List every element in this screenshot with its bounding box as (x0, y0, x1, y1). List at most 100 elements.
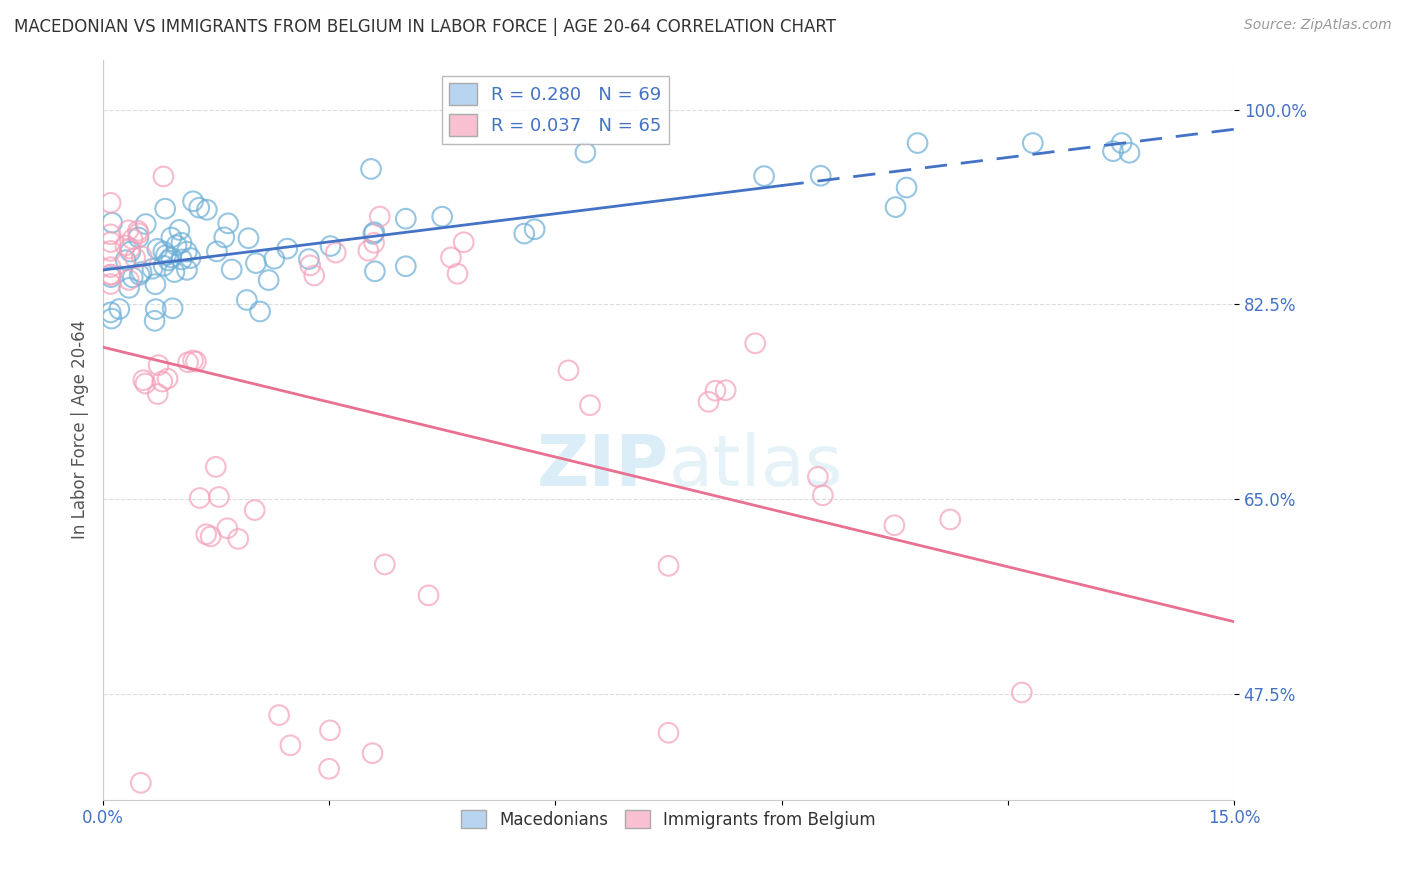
Point (360, 161, 382, 176)
Point (280, 739, 302, 753)
Point (939, 512, 962, 526)
Point (1102, 144, 1125, 158)
Point (118, 242, 141, 256)
Text: ZIP: ZIP (536, 432, 668, 501)
Point (440, 251, 463, 265)
Point (169, 223, 191, 237)
Point (214, 230, 236, 244)
Point (117, 223, 139, 237)
Point (152, 169, 174, 184)
Point (114, 238, 136, 252)
Point (325, 245, 347, 260)
Point (120, 244, 142, 259)
Point (184, 354, 207, 368)
Point (217, 521, 239, 535)
Point (574, 145, 596, 160)
Point (319, 239, 342, 253)
Point (302, 268, 325, 283)
Point (1022, 136, 1045, 150)
Point (100, 305, 122, 319)
Point (298, 252, 321, 266)
Point (131, 265, 153, 279)
Point (364, 264, 387, 278)
Point (152, 259, 174, 273)
Point (1111, 136, 1133, 150)
Point (160, 230, 183, 244)
Point (204, 459, 226, 474)
Point (170, 252, 193, 267)
Point (249, 304, 271, 318)
Point (395, 259, 418, 273)
Legend: Macedonians, Immigrants from Belgium: Macedonians, Immigrants from Belgium (454, 804, 883, 836)
Point (200, 529, 222, 543)
Point (430, 210, 453, 224)
Point (807, 470, 830, 484)
Point (134, 376, 156, 391)
Point (395, 211, 418, 226)
Point (299, 259, 322, 273)
Point (453, 235, 475, 250)
Point (361, 746, 384, 760)
Point (100, 195, 122, 210)
Point (810, 169, 832, 183)
Point (101, 216, 124, 230)
Point (205, 244, 228, 259)
Point (100, 235, 122, 249)
Point (883, 518, 905, 533)
Point (118, 281, 141, 295)
Point (124, 251, 146, 265)
Point (319, 723, 342, 738)
Point (744, 336, 766, 351)
Point (100, 260, 122, 274)
Point (236, 293, 259, 307)
Point (374, 558, 396, 572)
Point (188, 201, 211, 215)
Point (121, 270, 143, 285)
Point (153, 202, 176, 216)
Point (446, 267, 468, 281)
Point (127, 230, 149, 244)
Point (176, 263, 198, 277)
Point (170, 235, 193, 250)
Point (100, 268, 122, 282)
Point (208, 490, 231, 504)
Point (162, 301, 184, 316)
Point (131, 249, 153, 263)
Point (523, 222, 546, 236)
Point (368, 210, 391, 224)
Point (177, 355, 200, 369)
Point (269, 708, 291, 723)
Point (100, 227, 122, 242)
Point (318, 762, 340, 776)
Point (363, 225, 385, 239)
Point (128, 227, 150, 241)
Point (100, 268, 122, 282)
Text: MACEDONIAN VS IMMIGRANTS FROM BELGIUM IN LABOR FORCE | AGE 20-64 CORRELATION CHA: MACEDONIAN VS IMMIGRANTS FROM BELGIUM IN… (14, 18, 837, 36)
Point (357, 244, 380, 258)
Point (163, 265, 186, 279)
Point (697, 394, 720, 409)
Point (146, 387, 169, 401)
Point (160, 251, 183, 265)
Point (129, 776, 152, 790)
Point (363, 227, 385, 241)
Y-axis label: In Labor Force | Age 20-64: In Labor Force | Age 20-64 (72, 320, 89, 539)
Point (145, 302, 167, 317)
Point (141, 261, 163, 276)
Text: Source: ZipAtlas.com: Source: ZipAtlas.com (1244, 18, 1392, 32)
Point (195, 527, 218, 541)
Point (114, 253, 136, 268)
Point (148, 358, 170, 372)
Point (226, 532, 249, 546)
Point (418, 588, 440, 602)
Point (579, 398, 602, 412)
Point (1118, 145, 1140, 160)
Point (704, 384, 727, 398)
Point (118, 273, 141, 287)
Point (752, 169, 775, 183)
Point (100, 270, 122, 285)
Point (217, 216, 239, 230)
Point (145, 277, 167, 292)
Point (176, 244, 198, 259)
Point (152, 244, 174, 259)
